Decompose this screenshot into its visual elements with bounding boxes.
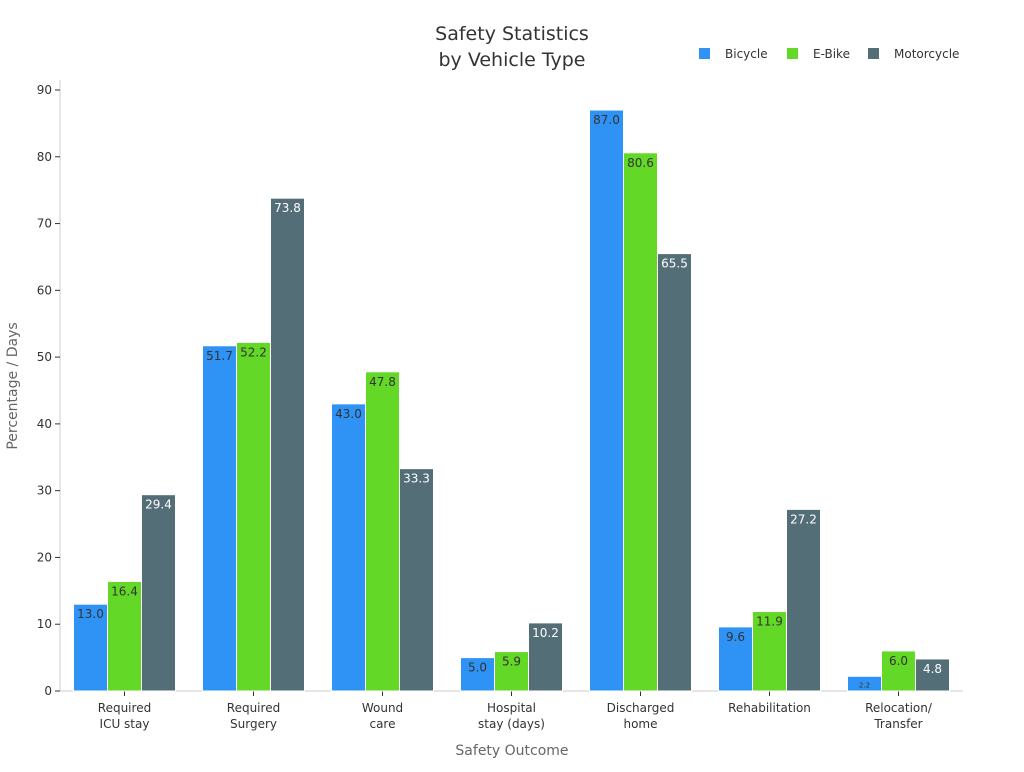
bar-e-bike	[623, 152, 658, 692]
x-tick-label: Required	[98, 701, 151, 715]
data-label: 27.2	[790, 512, 817, 526]
y-tick-label: 60	[37, 283, 52, 297]
data-label: 52.2	[240, 345, 267, 359]
y-tick-label: 30	[37, 484, 52, 498]
x-tick-label: home	[623, 717, 657, 731]
data-label: 16.4	[111, 584, 138, 598]
bar-motorcycle	[528, 622, 563, 692]
data-label: 80.6	[627, 156, 654, 170]
data-label: 5.9	[502, 655, 521, 669]
x-tick-label: Rehabilitation	[728, 701, 811, 715]
data-label: 29.4	[145, 498, 172, 512]
bar-motorcycle	[657, 253, 692, 692]
x-tick-label: Wound	[362, 701, 403, 715]
bar-bicycle	[460, 657, 495, 692]
y-tick-label: 0	[44, 684, 52, 698]
data-label: 73.8	[274, 201, 301, 215]
bar-motorcycle	[399, 468, 434, 692]
data-label: 4.8	[923, 662, 942, 676]
bar-bicycle	[202, 345, 237, 692]
bar-motorcycle	[915, 658, 950, 692]
data-label: 43.0	[335, 407, 362, 421]
bar-e-bike	[236, 341, 271, 692]
x-tick-label: ICU stay	[100, 717, 150, 731]
y-axis-label: Percentage / Days	[5, 322, 21, 449]
x-tick-label: stay (days)	[478, 717, 545, 731]
bar-bicycle	[718, 626, 753, 692]
data-label: 13.0	[77, 607, 104, 621]
y-tick-label: 20	[37, 550, 52, 564]
legend-swatch-e-bike	[787, 48, 798, 59]
y-tick-label: 40	[37, 417, 52, 431]
x-tick-label: care	[369, 717, 395, 731]
x-tick-label: Transfer	[873, 717, 922, 731]
data-label: 2.2	[859, 681, 870, 689]
x-axis-label: Safety Outcome	[455, 743, 568, 759]
data-label: 33.3	[403, 472, 430, 486]
chart-title: Safety Statistics	[435, 23, 589, 45]
y-tick-label: 80	[37, 150, 52, 164]
data-label: 10.2	[532, 626, 559, 640]
y-tick-label: 10	[37, 617, 52, 631]
data-label: 51.7	[206, 349, 233, 363]
x-tick-label: Required	[227, 701, 280, 715]
legend-label: Bicycle	[725, 47, 768, 61]
y-tick-label: 70	[37, 217, 52, 231]
data-label: 6.0	[889, 654, 908, 668]
x-tick-label: Discharged	[607, 701, 675, 715]
data-label: 87.0	[593, 113, 620, 127]
data-label: 5.0	[468, 661, 487, 675]
data-label: 65.5	[661, 257, 688, 271]
chart-title: by Vehicle Type	[439, 49, 586, 71]
bar-motorcycle	[786, 508, 821, 692]
y-tick-label: 50	[37, 350, 52, 364]
legend-swatch-bicycle	[699, 48, 710, 59]
bar-e-bike	[881, 650, 916, 692]
x-tick-label: Hospital	[487, 701, 536, 715]
bar-bicycle	[331, 403, 366, 692]
x-tick-label: Surgery	[230, 717, 277, 731]
legend-label: Motorcycle	[894, 47, 959, 61]
y-tick-label: 90	[37, 83, 52, 97]
legend-label: E-Bike	[813, 47, 850, 61]
data-label: 11.9	[756, 615, 783, 629]
x-tick-label: Relocation/	[865, 701, 933, 715]
data-label: 47.8	[369, 375, 396, 389]
bar-e-bike	[107, 580, 142, 692]
legend-swatch-motorcycle	[868, 48, 879, 59]
bar-motorcycle	[270, 197, 305, 692]
data-label: 9.6	[726, 630, 745, 644]
bar-motorcycle	[141, 494, 176, 692]
bar-e-bike	[365, 371, 400, 692]
bar-bicycle	[589, 109, 624, 692]
